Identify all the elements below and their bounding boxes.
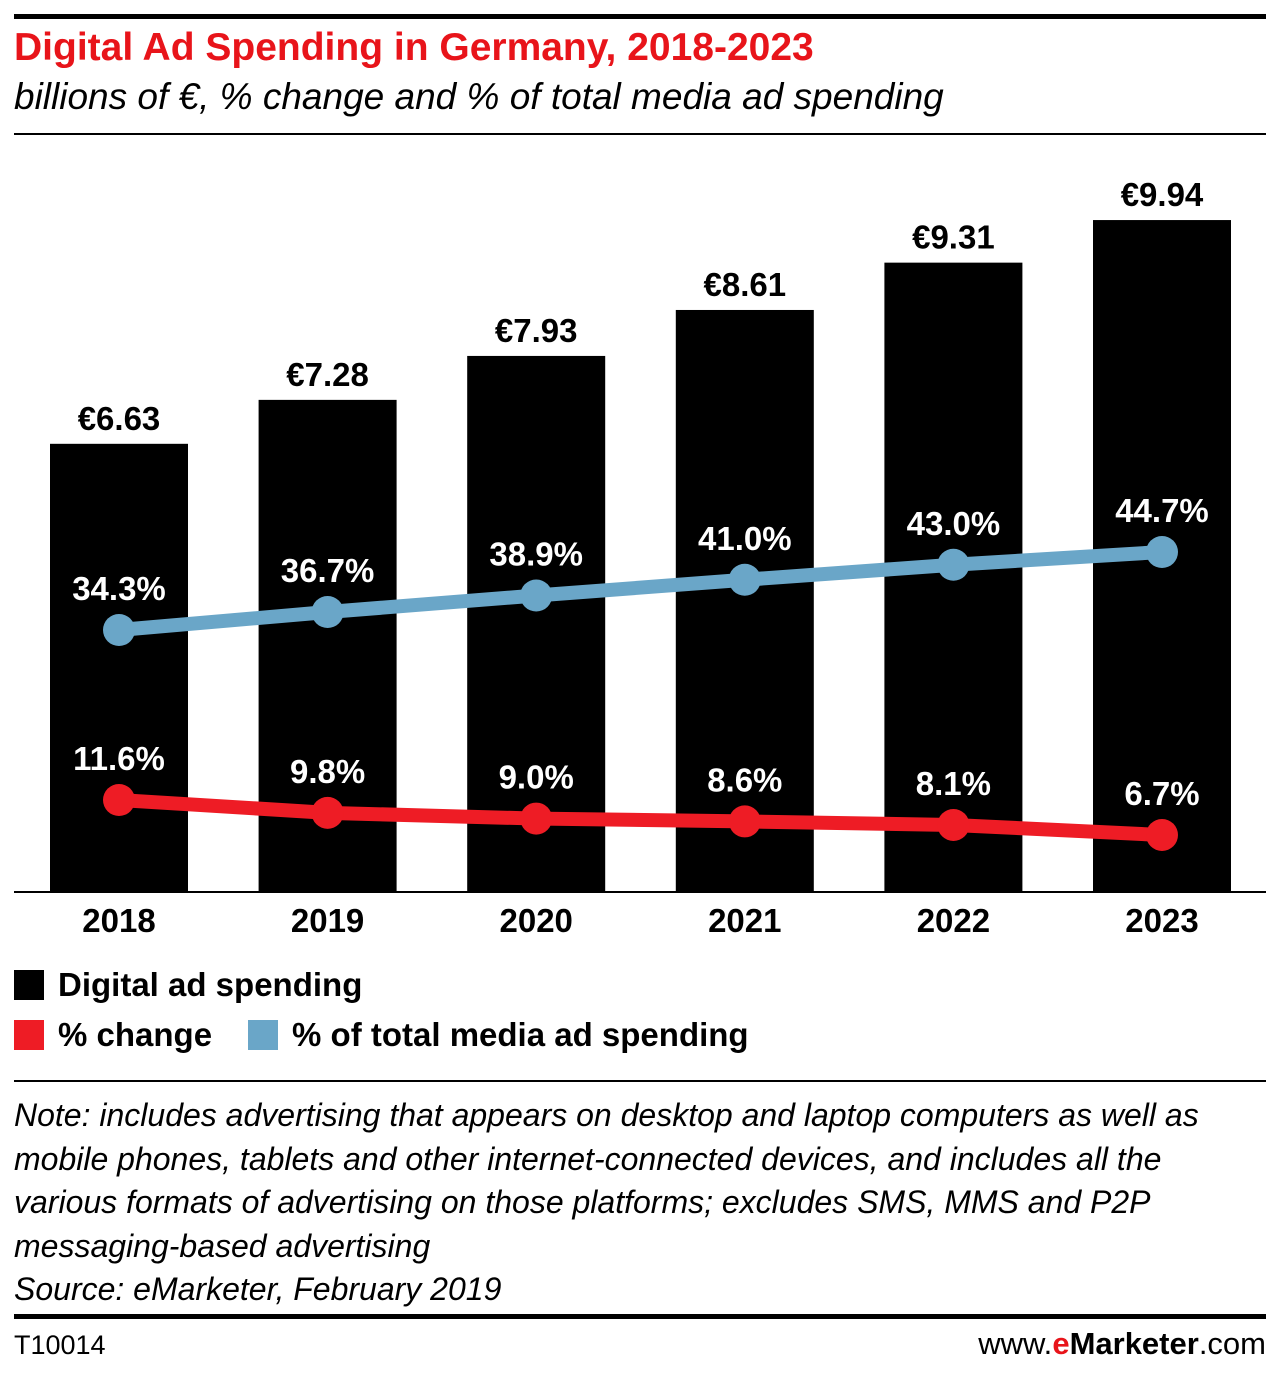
note-text: Note: includes advertising that appears … (14, 1097, 1199, 1264)
pct-change-point-2018 (103, 784, 135, 816)
x-tick-2023: 2023 (1125, 902, 1198, 939)
footer-rule (14, 1314, 1266, 1319)
pct-total-point-2023 (1146, 536, 1178, 568)
emarketer-link[interactable]: www.eMarketer.com (978, 1326, 1266, 1362)
chart-note: Note: includes advertising that appears … (14, 1094, 1266, 1312)
bar-label-2023: €9.94 (1121, 176, 1204, 213)
bar-label-2022: €9.31 (912, 219, 995, 256)
pct-total-label-2020: 38.9% (489, 536, 583, 573)
pct-total-label-2019: 36.7% (281, 552, 375, 589)
pct-total-label-2023: 44.7% (1115, 492, 1209, 529)
bar-label-2021: €8.61 (704, 266, 787, 303)
legend-row-2: % change % of total media ad spending (14, 1016, 785, 1054)
pct-change-label-2020: 9.0% (499, 759, 574, 796)
pct-change-label-2021: 8.6% (707, 761, 782, 798)
pct-change-label-2023: 6.7% (1124, 775, 1199, 812)
legend-item-digital-ad-spending: Digital ad spending (14, 966, 362, 1004)
url-suffix: .com (1198, 1326, 1266, 1361)
pct-total-label-2022: 43.0% (907, 505, 1001, 542)
url-prefix: www. (978, 1326, 1053, 1361)
brand-e: e (1052, 1326, 1070, 1361)
legend-rule (14, 1080, 1266, 1082)
pct-change-label-2019: 9.8% (290, 753, 365, 790)
legend-swatch-pct-change (14, 1020, 44, 1050)
pct-total-point-2019 (311, 596, 344, 628)
x-tick-2022: 2022 (917, 902, 990, 939)
bar-label-2019: €7.28 (286, 356, 369, 393)
pct-change-point-2020 (520, 802, 553, 835)
pct-change-label-2018: 11.6% (73, 740, 165, 777)
bar-label-2018: €6.63 (78, 400, 161, 437)
pct-change-point-2023 (1146, 818, 1178, 851)
pct-total-point-2020 (520, 579, 553, 612)
pct-change-line (112, 793, 1169, 842)
bar-2021 (675, 309, 814, 892)
pct-change-label-2022: 8.1% (916, 765, 991, 802)
bar-label-2020: €7.93 (495, 312, 578, 349)
legend-row-1: Digital ad spending (14, 966, 398, 1004)
legend-item-pct-total: % of total media ad spending (248, 1016, 749, 1054)
pct-change-point-2019 (311, 796, 344, 829)
x-tick-2021: 2021 (708, 902, 781, 939)
pct-total-point-2022 (937, 548, 970, 581)
legend-swatch-pct-total (248, 1020, 279, 1050)
x-tick-2020: 2020 (499, 902, 572, 939)
legend-swatch-digital-ad-spending (14, 970, 44, 1000)
x-tick-2019: 2019 (291, 902, 364, 939)
pct-total-point-2018 (103, 614, 135, 646)
legend-label-pct-total: % of total media ad spending (292, 1016, 749, 1053)
legend-label-pct-change: % change (58, 1016, 213, 1053)
pct-total-label-2021: 41.0% (698, 520, 792, 557)
pct-total-line (112, 545, 1169, 637)
pct-total-point-2021 (728, 563, 761, 596)
legend-label-digital-ad-spending: Digital ad spending (58, 966, 363, 1003)
chart-id: T10014 (14, 1330, 106, 1360)
chart-subtitle: billions of €, % change and % of total m… (14, 76, 944, 117)
chart-title: Digital Ad Spending in Germany, 2018-202… (14, 26, 814, 69)
pct-total-label-2018: 34.3% (72, 570, 166, 607)
legend-item-pct-change: % change (14, 1016, 212, 1054)
note-source: Source: eMarketer, February 2019 (14, 1271, 502, 1307)
pct-change-point-2022 (937, 808, 970, 841)
bar-2018 (50, 443, 188, 892)
x-tick-2018: 2018 (82, 902, 155, 939)
brand-name: Marketer (1069, 1326, 1199, 1361)
top-rule (14, 14, 1266, 19)
pct-change-point-2021 (728, 805, 761, 838)
header-rule (14, 133, 1266, 135)
chart: €6.63 €7.28 €7.93 €8.61 €9.31 €9.94 2018 2019 20… (14, 176, 1266, 939)
